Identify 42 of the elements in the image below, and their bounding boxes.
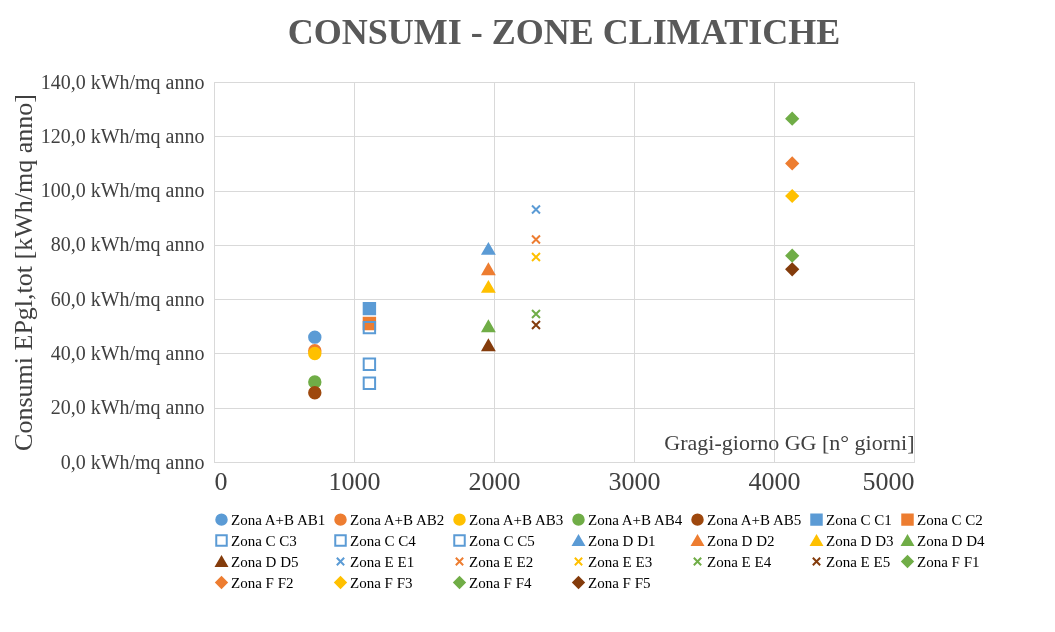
legend-label: Zona A+B AB2 [350,511,445,528]
legend-label: Zona A+B AB5 [707,511,802,528]
x-tick-label: 0 [214,466,228,496]
legend-label: Zona E E3 [588,553,653,570]
y-tick-label: 120,0 kWh/mq anno [40,124,205,148]
x-tick-label: 3000 [608,466,661,496]
y-tick-label: 80,0 kWh/mq anno [50,233,205,257]
legend-label: Zona C C4 [350,532,417,549]
legend-label: Zona C C5 [469,532,535,549]
legend-label: Zona E E5 [826,553,891,570]
y-tick-label: 40,0 kWh/mq anno [50,341,205,365]
y-tick-label: 60,0 kWh/mq anno [50,287,205,311]
legend-label: Zona E E2 [469,553,534,570]
x-axis-title: Gragi-giorno GG [n° giorni] [664,429,915,455]
x-tick-label: 1000 [328,466,381,496]
legend-label: Zona C C2 [917,511,983,528]
legend-label: Zona D D4 [917,532,985,549]
legend-label: Zona D D1 [588,532,656,549]
chart-title: CONSUMI - ZONE CLIMATICHE [287,12,841,52]
y-tick-label: 0,0 kWh/mq anno [60,450,205,474]
legend-label: Zona C C1 [826,511,892,528]
legend-label: Zona F F1 [917,553,980,570]
legend-label: Zona D D2 [707,532,775,549]
legend-label: Zona E E1 [350,553,415,570]
y-tick-label: 100,0 kWh/mq anno [40,179,205,203]
legend-label: Zona F F3 [350,574,413,591]
legend-label: Zona D D3 [826,532,894,549]
legend-label: Zona E E4 [707,553,772,570]
legend-label: Zona D D5 [231,553,299,570]
legend-label: Zona F F4 [469,574,532,591]
legend-label: Zona F F5 [588,574,651,591]
x-tick-label: 5000 [862,466,915,496]
x-tick-label: 2000 [468,466,521,496]
legend-label: Zona C C3 [231,532,297,549]
y-axis-title: Consumi EPgl,tot [kWh/mq anno] [8,94,38,451]
legend-label: Zona A+B AB1 [231,511,326,528]
y-tick-label: 140,0 kWh/mq anno [40,70,205,94]
legend-label: Zona A+B AB3 [469,511,564,528]
x-tick-label: 4000 [748,466,801,496]
legend-label: Zona F F2 [231,574,294,591]
legend-label: Zona A+B AB4 [588,511,683,528]
y-tick-label: 20,0 kWh/mq anno [50,396,205,420]
